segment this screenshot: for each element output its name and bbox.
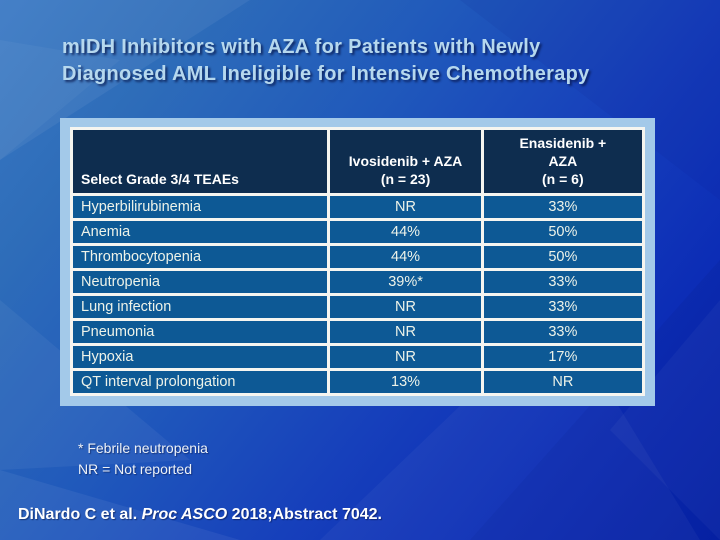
table-row: Lung infection NR 33% [69,293,646,321]
table-row: Pneumonia NR 33% [69,318,646,346]
ivosidenib-value-cell: NR [327,318,484,346]
ivosidenib-value-cell: NR [327,343,484,371]
column-header-ivosidenib-n: (n = 23) [380,171,431,187]
table-row: Hypoxia NR 17% [69,343,646,371]
column-header-ivosidenib: Ivosidenib + AZA (n = 23) [327,127,484,196]
table-row: QT interval prolongation 13% NR [69,368,646,396]
ivosidenib-value-cell: NR [327,293,484,321]
enasidenib-value-cell: 33% [480,318,646,346]
ivosidenib-value-cell: 13% [327,368,484,396]
ivosidenib-value-cell: NR [327,193,484,221]
enasidenib-value-cell: 50% [480,243,646,271]
teae-label-cell: Thrombocytopenia [69,243,331,271]
teae-table: Select Grade 3/4 TEAEs Ivosidenib + AZA … [69,127,646,396]
citation-reference: 2018;Abstract 7042. [227,506,382,523]
enasidenib-value-cell: 33% [480,293,646,321]
table-panel: Select Grade 3/4 TEAEs Ivosidenib + AZA … [60,118,655,406]
table-row: Anemia 44% 50% [69,218,646,246]
column-header-enasidenib-label-1: Enasidenib + [519,135,607,151]
enasidenib-value-cell: NR [480,368,646,396]
footnote-nr-definition: NR = Not reported [78,461,192,477]
teae-label-cell: Pneumonia [69,318,331,346]
table-row: Thrombocytopenia 44% 50% [69,243,646,271]
column-header-enasidenib-n: (n = 6) [542,171,584,187]
citation-source: Proc ASCO [141,506,228,523]
slide-title: mIDH Inhibitors with AZA for Patients wi… [62,34,702,88]
ivosidenib-value-cell: 39%* [327,268,484,296]
slide-title-line-1: mIDH Inhibitors with AZA for Patients wi… [62,36,541,58]
enasidenib-value-cell: 33% [480,268,646,296]
teae-label-cell: Anemia [69,218,331,246]
table-header-row: Select Grade 3/4 TEAEs Ivosidenib + AZA … [69,127,646,196]
citation: DiNardo C et al. Proc ASCO 2018;Abstract… [18,506,382,524]
teae-label-cell: Hyperbilirubinemia [69,193,331,221]
table-row: Neutropenia 39%* 33% [69,268,646,296]
enasidenib-value-cell: 17% [480,343,646,371]
teae-label-cell: Neutropenia [69,268,331,296]
teae-label-cell: Lung infection [69,293,331,321]
ivosidenib-value-cell: 44% [327,218,484,246]
column-header-teaes-label: Select Grade 3/4 TEAEs [81,171,239,187]
citation-authors: DiNardo C et al. [18,506,142,523]
slide-title-line-2: Diagnosed AML Ineligible for Intensive C… [62,63,590,85]
enasidenib-value-cell: 33% [480,193,646,221]
column-header-enasidenib-label-2: AZA [548,153,578,169]
column-header-ivosidenib-label: Ivosidenib + AZA [348,153,463,169]
footnote-febrile-neutropenia: * Febrile neutropenia [78,440,208,456]
teae-label-cell: QT interval prolongation [69,368,331,396]
ivosidenib-value-cell: 44% [327,243,484,271]
column-header-enasidenib: Enasidenib + AZA (n = 6) [480,127,646,196]
table-row: Hyperbilirubinemia NR 33% [69,193,646,221]
column-header-teaes: Select Grade 3/4 TEAEs [69,127,331,196]
enasidenib-value-cell: 50% [480,218,646,246]
footnotes: * Febrile neutropenia NR = Not reported [78,438,208,480]
teae-label-cell: Hypoxia [69,343,331,371]
